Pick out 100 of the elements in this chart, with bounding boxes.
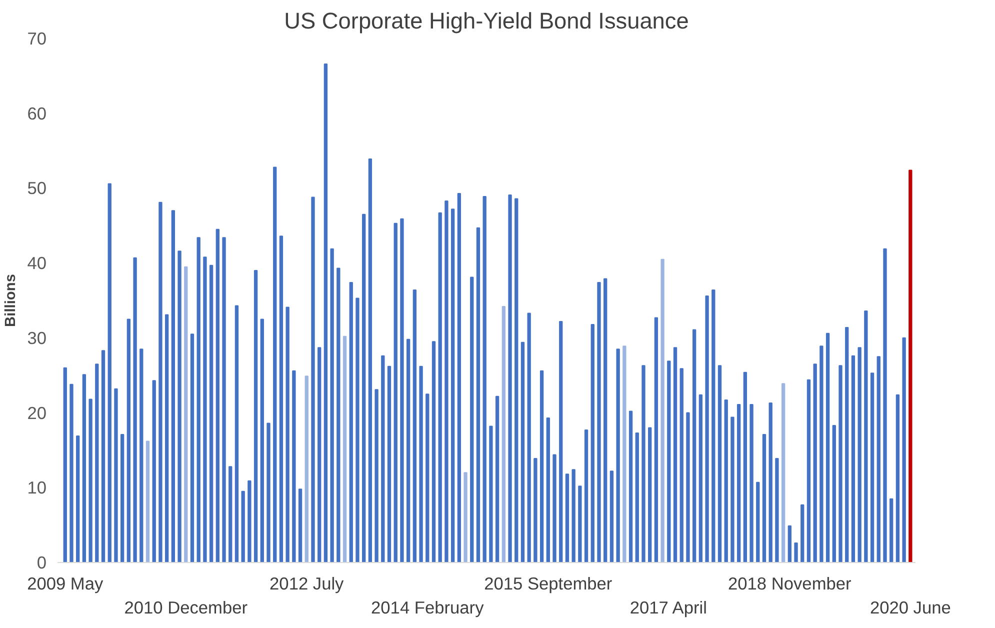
bar — [318, 347, 322, 562]
bar — [572, 469, 576, 562]
bar — [616, 348, 620, 562]
bar — [514, 198, 518, 562]
bar — [820, 346, 824, 562]
bar — [324, 63, 328, 562]
bar — [813, 364, 817, 562]
bar — [292, 370, 296, 562]
bar — [82, 374, 86, 562]
bar — [190, 334, 194, 562]
x-tick-label: 2012 July — [270, 574, 344, 594]
bar — [120, 434, 124, 562]
bar — [832, 425, 836, 562]
bar — [660, 258, 664, 562]
bar — [133, 257, 137, 562]
bar — [736, 404, 741, 562]
x-tick-label: 2015 September — [484, 574, 612, 594]
bar — [342, 336, 347, 562]
bar — [838, 365, 842, 562]
bar — [527, 312, 531, 562]
bar — [394, 222, 398, 562]
bar — [476, 227, 480, 562]
bar — [692, 329, 696, 562]
bar — [450, 208, 455, 562]
bar — [76, 435, 80, 562]
bar — [851, 355, 856, 562]
bar — [858, 347, 862, 562]
bar — [712, 290, 716, 562]
bar — [590, 324, 594, 562]
bar — [489, 426, 493, 562]
bar — [260, 318, 264, 562]
bar — [70, 384, 74, 562]
bar — [604, 278, 608, 562]
bar — [426, 394, 430, 562]
bar — [362, 214, 366, 562]
bar — [680, 368, 684, 562]
bar — [444, 200, 448, 562]
bar — [890, 498, 894, 562]
bar — [628, 410, 633, 562]
bar — [870, 372, 874, 562]
bar — [381, 355, 385, 562]
bar — [597, 282, 601, 562]
bar — [673, 347, 678, 562]
bar — [864, 310, 868, 562]
bar — [698, 394, 703, 562]
y-tick-label: 70 — [27, 28, 47, 48]
bar — [559, 320, 563, 562]
bar — [730, 416, 734, 562]
bar — [495, 396, 500, 562]
bar — [482, 196, 486, 562]
bar — [387, 366, 392, 562]
bar — [158, 202, 162, 562]
y-tick-label: 0 — [36, 552, 47, 572]
bar — [196, 237, 200, 562]
y-tick-label: 40 — [27, 253, 47, 274]
bar — [336, 268, 340, 562]
bar — [368, 158, 372, 562]
bar — [908, 170, 912, 562]
bar — [724, 400, 728, 562]
bar — [412, 290, 417, 562]
x-tick-label: 2010 December — [124, 598, 248, 618]
bar — [540, 370, 544, 562]
x-tick-label: 2018 November — [728, 574, 852, 594]
bar — [406, 338, 410, 562]
bar — [896, 394, 900, 562]
y-tick-label: 60 — [27, 103, 47, 124]
bar — [610, 470, 614, 562]
bar — [330, 248, 334, 562]
bar — [304, 376, 308, 562]
bar — [108, 183, 112, 562]
bar — [254, 270, 258, 562]
y-tick-label: 20 — [27, 402, 47, 423]
bar — [470, 276, 474, 562]
x-tick-label: 2009 May — [27, 574, 104, 594]
x-tick-label: 2020 June — [870, 598, 951, 618]
bar — [273, 166, 277, 562]
bar — [648, 427, 652, 562]
bar — [902, 337, 906, 562]
bar — [750, 404, 754, 562]
bar — [762, 434, 766, 562]
bar — [578, 486, 582, 562]
bar — [279, 236, 284, 562]
bar — [203, 256, 207, 562]
bar — [400, 218, 404, 562]
bar — [241, 490, 245, 562]
bar — [705, 296, 709, 562]
bar — [114, 388, 118, 562]
bar — [171, 210, 176, 562]
bar — [565, 474, 570, 562]
bar — [88, 398, 92, 562]
bar — [794, 542, 798, 562]
bar — [101, 350, 106, 562]
bar — [95, 364, 99, 562]
bar — [248, 480, 252, 562]
bar — [184, 266, 188, 562]
bar — [216, 228, 220, 562]
bar — [222, 237, 226, 562]
bar — [419, 366, 423, 562]
bar — [432, 341, 436, 562]
x-tick-label: 2014 February — [371, 598, 484, 618]
